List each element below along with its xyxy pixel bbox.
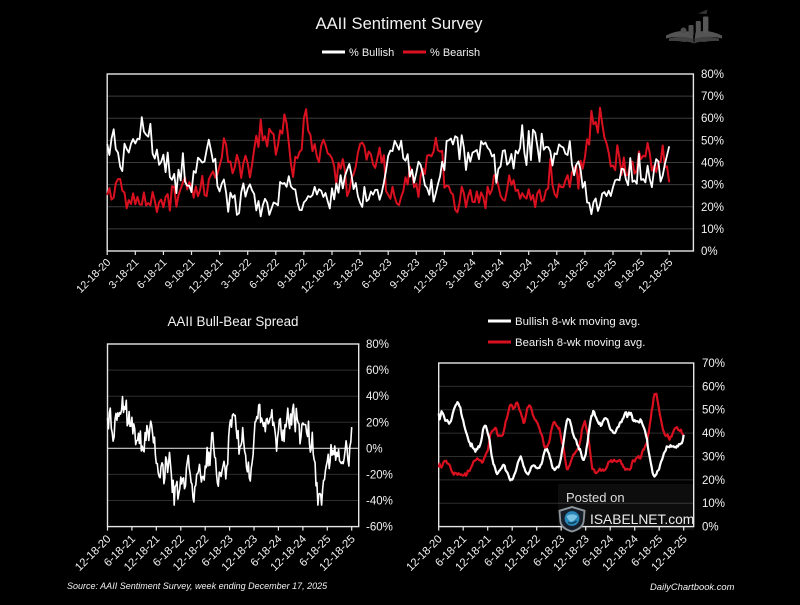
svg-text:80%: 80% <box>701 69 724 81</box>
svg-text:30%: 30% <box>701 180 724 192</box>
svg-text:-20%: -20% <box>366 469 393 481</box>
svg-text:-40%: -40% <box>366 496 393 508</box>
svg-text:70%: 70% <box>702 358 725 370</box>
svg-text:0%: 0% <box>701 246 718 258</box>
svg-text:AAII Bull-Bear Spread: AAII Bull-Bear Spread <box>168 314 299 329</box>
svg-text:50%: 50% <box>702 405 725 417</box>
svg-text:ISABELNET.com: ISABELNET.com <box>590 512 694 527</box>
svg-text:AAII Sentiment Survey: AAII Sentiment Survey <box>316 14 484 33</box>
svg-text:20%: 20% <box>366 417 389 429</box>
svg-text:0%: 0% <box>702 522 719 534</box>
svg-text:Source: AAII Sentiment Survey,: Source: AAII Sentiment Survey, week endi… <box>67 581 328 591</box>
svg-text:10%: 10% <box>701 224 724 236</box>
svg-text:40%: 40% <box>366 391 389 403</box>
svg-text:0%: 0% <box>366 443 383 455</box>
svg-text:% Bearish: % Bearish <box>430 47 480 59</box>
svg-text:60%: 60% <box>701 113 724 125</box>
svg-text:10%: 10% <box>702 498 725 510</box>
svg-text:Bullish 8-wk moving avg.: Bullish 8-wk moving avg. <box>515 316 640 328</box>
svg-text:40%: 40% <box>702 428 725 440</box>
svg-text:40%: 40% <box>701 158 724 170</box>
svg-text:Bearish 8-wk moving avg.: Bearish 8-wk moving avg. <box>515 337 645 349</box>
svg-text:20%: 20% <box>701 202 724 214</box>
svg-text:60%: 60% <box>702 381 725 393</box>
svg-text:60%: 60% <box>366 365 389 377</box>
svg-text:DailyChartbook.com: DailyChartbook.com <box>650 581 735 592</box>
svg-text:80%: 80% <box>366 339 389 351</box>
svg-text:-60%: -60% <box>366 522 393 534</box>
svg-text:30%: 30% <box>702 452 725 464</box>
svg-text:Posted on: Posted on <box>566 490 625 505</box>
svg-text:20%: 20% <box>702 475 725 487</box>
svg-text:50%: 50% <box>701 135 724 147</box>
svg-text:% Bullish: % Bullish <box>349 47 394 59</box>
svg-text:70%: 70% <box>701 91 724 103</box>
